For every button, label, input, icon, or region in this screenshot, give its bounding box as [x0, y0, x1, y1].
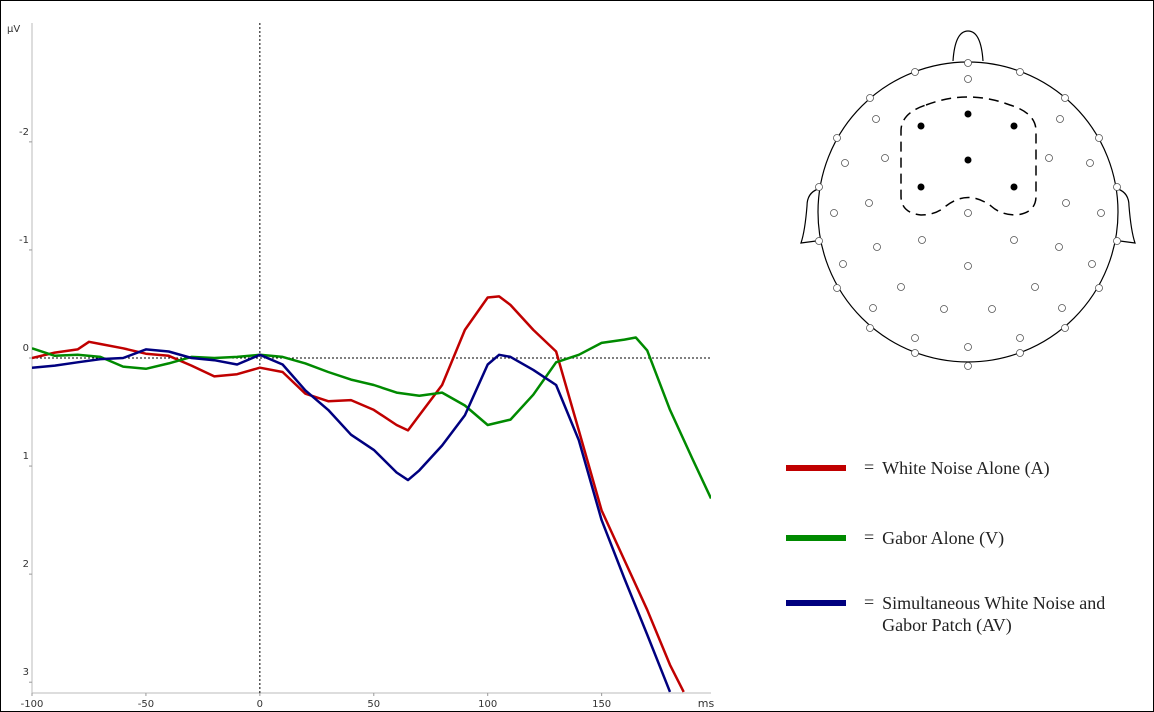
- legend-equals: =: [864, 457, 875, 477]
- y-tick-label: 2: [23, 559, 29, 570]
- electrode: [881, 154, 889, 162]
- electrode: [869, 304, 877, 312]
- electrode: [1061, 324, 1069, 332]
- electrode-selected: [964, 110, 972, 118]
- electrode-selected: [917, 122, 925, 130]
- y-tick-label: -1: [19, 235, 29, 246]
- electrode-selected: [917, 183, 925, 191]
- electrode: [1058, 304, 1066, 312]
- electrode: [1088, 260, 1096, 268]
- electrode: [1016, 349, 1024, 357]
- series-line: [32, 348, 672, 693]
- electrode: [911, 349, 919, 357]
- electrode: [964, 59, 972, 67]
- y-tick-label: -2: [19, 127, 29, 138]
- legend-swatch: [786, 600, 846, 606]
- legend-label: White Noise Alone (A): [882, 458, 1050, 478]
- series-line: [32, 295, 685, 693]
- electrode: [872, 115, 880, 123]
- electrode: [833, 284, 841, 292]
- electrode: [940, 305, 948, 313]
- electrode: [1010, 236, 1018, 244]
- x-tick-label: 0: [257, 699, 263, 710]
- x-tick-label: 50: [367, 699, 380, 710]
- legend-equals: =: [864, 527, 875, 547]
- electrode: [964, 75, 972, 83]
- right-ear: [1117, 188, 1136, 244]
- legend-equals: =: [864, 592, 875, 612]
- electrode: [866, 324, 874, 332]
- electrode: [865, 199, 873, 207]
- left-ear: [800, 188, 819, 244]
- y-tick-label: 3: [23, 667, 29, 678]
- y-tick-label: 0: [23, 343, 29, 354]
- x-unit-label: ms: [698, 697, 715, 710]
- electrode: [833, 134, 841, 142]
- legend-swatch: [786, 465, 846, 471]
- electrode: [873, 243, 881, 251]
- electrode: [1095, 284, 1103, 292]
- electrode: [1045, 154, 1053, 162]
- electrode: [1113, 237, 1121, 245]
- series-line: [32, 336, 711, 500]
- electrode-selected: [1010, 122, 1018, 130]
- electrode: [841, 159, 849, 167]
- electrode: [964, 343, 972, 351]
- electrode: [964, 262, 972, 270]
- electrode: [911, 68, 919, 76]
- electrode: [815, 237, 823, 245]
- x-tick-label: -50: [138, 699, 154, 710]
- region-outline: [900, 96, 1037, 216]
- y-unit-label: µV: [7, 24, 20, 35]
- electrode: [964, 209, 972, 217]
- legend-swatch: [786, 535, 846, 541]
- nose: [952, 30, 984, 62]
- electrode: [1062, 199, 1070, 207]
- legend-item: = Gabor Alone (V): [786, 527, 1132, 549]
- electrode: [988, 305, 996, 313]
- electrode: [911, 334, 919, 342]
- electrode: [1095, 134, 1103, 142]
- electrode: [1097, 209, 1105, 217]
- legend-item: = White Noise Alone (A): [786, 457, 1132, 479]
- legend-item: = Simultaneous White Noise and Gabor Patc…: [786, 592, 1132, 636]
- electrode-selected: [964, 156, 972, 164]
- x-tick-label: -100: [21, 699, 44, 710]
- electrode: [1086, 159, 1094, 167]
- electrode: [897, 283, 905, 291]
- x-tick-label: 150: [592, 699, 611, 710]
- y-tick-label: 1: [23, 451, 29, 462]
- electrode: [1061, 94, 1069, 102]
- electrode: [1055, 243, 1063, 251]
- electrode: [866, 94, 874, 102]
- electrodes: [815, 59, 1121, 370]
- x-tick-label: 100: [478, 699, 497, 710]
- electrode: [1113, 183, 1121, 191]
- legend-label: Gabor Alone (V): [882, 528, 1005, 548]
- electrode: [1031, 283, 1039, 291]
- electrode: [815, 183, 823, 191]
- electrode: [839, 260, 847, 268]
- electrode-selected: [1010, 183, 1018, 191]
- electrode: [1016, 68, 1024, 76]
- electrode: [1016, 334, 1024, 342]
- legend-label: Simultaneous White Noise and Gabor Patch…: [882, 593, 1106, 635]
- electrode: [964, 362, 972, 370]
- electrode: [918, 236, 926, 244]
- electrode: [1056, 115, 1064, 123]
- electrode: [830, 209, 838, 217]
